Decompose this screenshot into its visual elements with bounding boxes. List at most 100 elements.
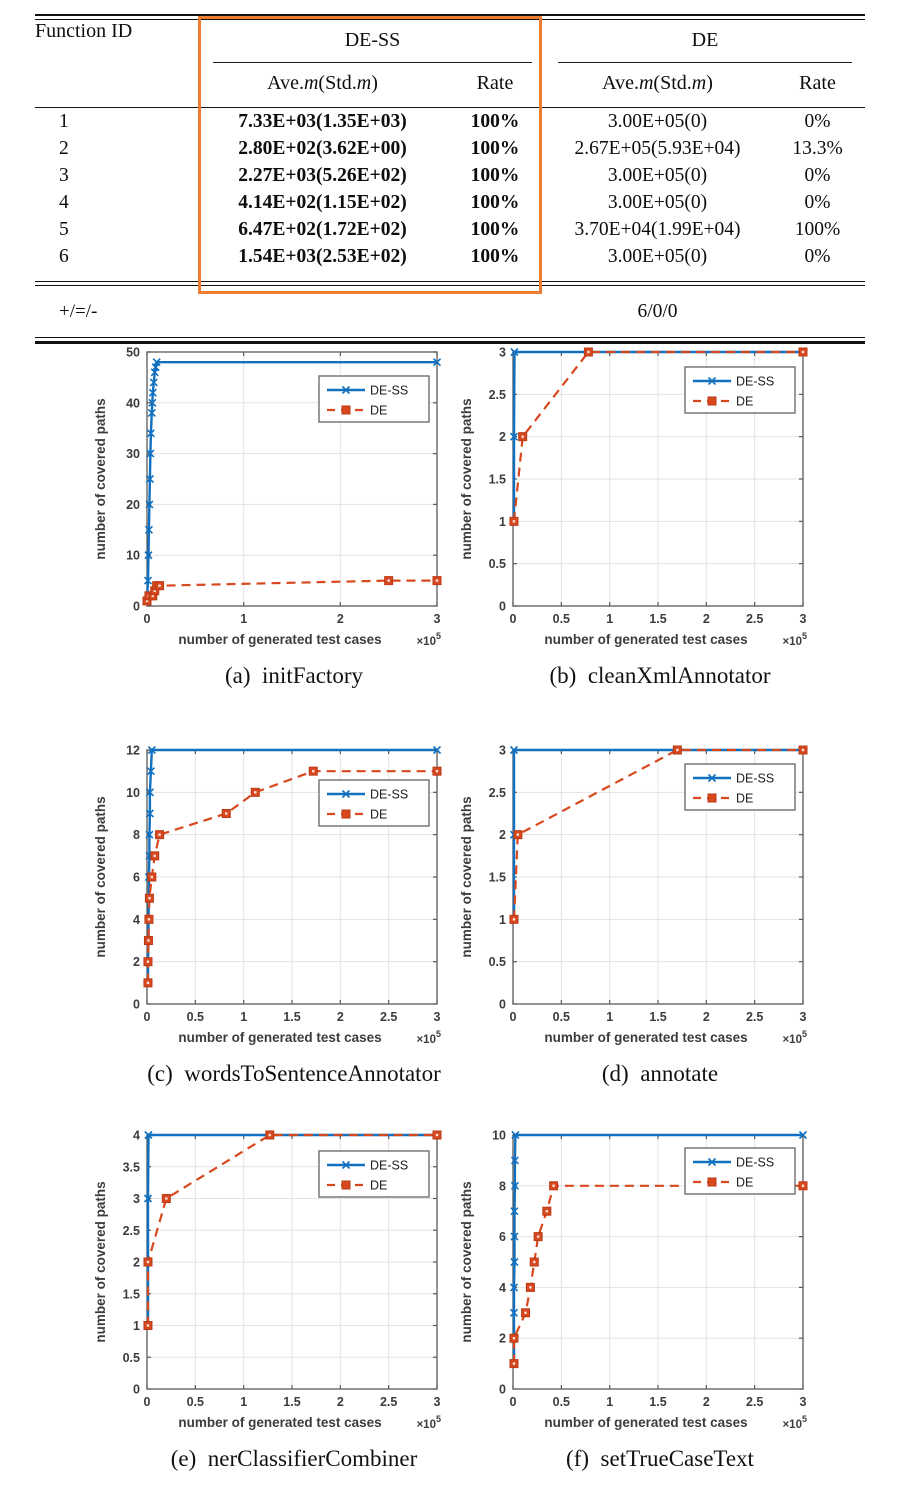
svg-text:10: 10 — [492, 1129, 506, 1143]
de-square-marker-center — [146, 960, 150, 963]
x-axis-multiplier: ×105 — [416, 631, 441, 648]
legend-de-marker — [707, 1177, 717, 1187]
series-de — [143, 1130, 442, 1330]
plot-box — [146, 351, 438, 607]
legend-label-de: DE — [736, 395, 753, 409]
svg-text:40: 40 — [126, 396, 140, 410]
figure-f: 0 0.5 1 1.5 2 2.5 3 0 2 4 6 8 10 number of generated … — [456, 1125, 836, 1472]
svg-text:1: 1 — [499, 913, 506, 927]
table-summary-row: +/=/- 6/0/0 — [35, 297, 865, 327]
svg-text:3: 3 — [499, 744, 506, 758]
chart-e-canvas: 0 0.5 1 1.5 2 2.5 3 0 0.5 1 1.5 2 2.5 3 3.5 4 number of … — [93, 1129, 442, 1431]
legend-label-de: DE — [370, 404, 387, 418]
svg-text:50: 50 — [126, 346, 140, 360]
figure-e: 0 0.5 1 1.5 2 2.5 3 0 0.5 1 1.5 2 2.5 3 3.5 4 number of … — [90, 1125, 470, 1472]
table-row: 4 4.14E+02(1.15E+02) 100% 3.00E+05(0) 0% — [35, 189, 865, 216]
de-square-marker-center — [587, 350, 590, 354]
svg-text:2.5: 2.5 — [380, 1395, 397, 1409]
svg-text:0: 0 — [133, 998, 140, 1012]
cell-de-rate: 13.3% — [792, 138, 843, 159]
dess-x-marker — [145, 788, 154, 797]
svg-text:2: 2 — [337, 612, 344, 626]
cell-de-ave: 3.00E+05(0) — [607, 165, 708, 186]
caption-function-name: cleanXmlAnnotator — [587, 663, 771, 688]
svg-text:0.5: 0.5 — [489, 557, 506, 571]
dess-x-marker — [144, 1130, 153, 1140]
table-row: 1 7.33E+03(1.35E+03) 100% 3.00E+05(0) 0% — [35, 107, 865, 135]
cell-dess-ave: 7.33E+03(1.35E+03) — [200, 107, 445, 135]
de-square-marker-center — [153, 854, 156, 858]
tick-labels: 0 0.5 1 1.5 2 2.5 3 0 0.5 1 1.5 2 2.5 3 — [489, 346, 807, 627]
de-square-marker-center — [801, 748, 805, 752]
x-axis-multiplier: ×105 — [782, 631, 807, 648]
legend-dess-marker — [341, 385, 351, 395]
cell-dess-ave: 4.14E+02(1.15E+02) — [238, 192, 407, 213]
caption-label: (d) — [601, 1061, 629, 1086]
svg-text:2.5: 2.5 — [489, 786, 506, 800]
legend-label-dess: DE-SS — [736, 1156, 774, 1170]
figure-caption-f: (f) setTrueCaseText — [456, 1446, 836, 1472]
svg-text:30: 30 — [126, 447, 140, 461]
figure-c: 0 0.5 1 1.5 2 2.5 3 0 2 4 6 8 10 12 number of generate… — [90, 740, 470, 1087]
figure-caption-a: (a) initFactory — [90, 663, 470, 689]
cell-function-id: 5 — [59, 219, 69, 240]
de-square-marker-center — [512, 520, 516, 523]
svg-text:0: 0 — [510, 1395, 517, 1409]
cell-dess-ave: 6.47E+02(1.72E+02) — [238, 219, 407, 240]
svg-text:0.5: 0.5 — [553, 612, 570, 626]
caption-function-name: nerClassifierCombiner — [207, 1446, 418, 1471]
svg-text:3: 3 — [434, 612, 441, 626]
cell-dess-rate: 100% — [470, 165, 520, 186]
table-row: 3 2.27E+03(5.26E+02) 100% 3.00E+05(0) 0% — [35, 162, 865, 189]
legend-dess-marker — [341, 1160, 351, 1170]
svg-text:4: 4 — [133, 1129, 140, 1143]
dess-x-marker — [146, 449, 155, 458]
y-axis-label: number of covered paths — [93, 796, 108, 957]
de-square-marker-center — [676, 748, 679, 752]
figure-a: 0 1 2 3 0 10 20 30 40 50 number of generated test … — [90, 342, 470, 689]
legend: DE-SS DE — [684, 366, 796, 414]
de-square-marker-center — [801, 350, 805, 354]
x-axis-label: number of generated test cases — [544, 632, 747, 647]
svg-text:1: 1 — [606, 612, 613, 626]
svg-text:3: 3 — [133, 1192, 140, 1206]
svg-text:3: 3 — [800, 612, 807, 626]
de-square-marker-center — [552, 1184, 555, 1187]
tick-labels: 0 0.5 1 1.5 2 2.5 3 0 0.5 1 1.5 2 2.5 3 3.5 4 — [123, 1129, 441, 1410]
cell-function-id: 2 — [59, 138, 69, 159]
series-de — [142, 576, 442, 606]
svg-text:1: 1 — [606, 1010, 613, 1024]
cell-de-ave: 3.00E+05(0) — [607, 192, 708, 213]
svg-text:0: 0 — [499, 998, 506, 1012]
col-header-function-id: Function ID — [35, 20, 133, 42]
x-axis-label: number of generated test cases — [178, 632, 381, 647]
de-square-marker-center — [148, 896, 151, 900]
svg-text:1.5: 1.5 — [649, 612, 666, 626]
svg-text:2: 2 — [703, 612, 710, 626]
dess-x-marker — [145, 830, 154, 839]
legend-de-marker — [707, 396, 717, 406]
svg-text:1.5: 1.5 — [283, 1010, 300, 1024]
legend-de-marker — [341, 405, 351, 415]
col-header-dess-rate: Rate — [476, 72, 514, 94]
table-bottom-rule — [35, 327, 865, 354]
cell-function-id: 4 — [59, 192, 69, 213]
de-square-marker-center — [153, 589, 156, 592]
svg-text:2: 2 — [337, 1010, 344, 1024]
caption-function-name: annotate — [640, 1061, 719, 1086]
cell-function-id: 1 — [35, 107, 200, 135]
cell-dess-ave: 1.54E+03(2.53E+02) — [238, 246, 407, 267]
figure-caption-d: (d) annotate — [456, 1061, 836, 1087]
svg-text:10: 10 — [126, 549, 140, 563]
de-square-marker-center — [521, 435, 524, 438]
caption-function-name: initFactory — [262, 663, 363, 688]
svg-text:3: 3 — [434, 1395, 441, 1409]
svg-text:8: 8 — [133, 828, 140, 842]
table-row: 6 1.54E+03(2.53E+02) 100% 3.00E+05(0) 0% — [35, 243, 865, 270]
cell-de-ave: 3.70E+04(1.99E+04) — [574, 219, 741, 240]
svg-text:6: 6 — [133, 871, 140, 885]
svg-text:2: 2 — [499, 1332, 506, 1346]
cell-de-ave: 2.67E+05(5.93E+04) — [574, 138, 741, 159]
